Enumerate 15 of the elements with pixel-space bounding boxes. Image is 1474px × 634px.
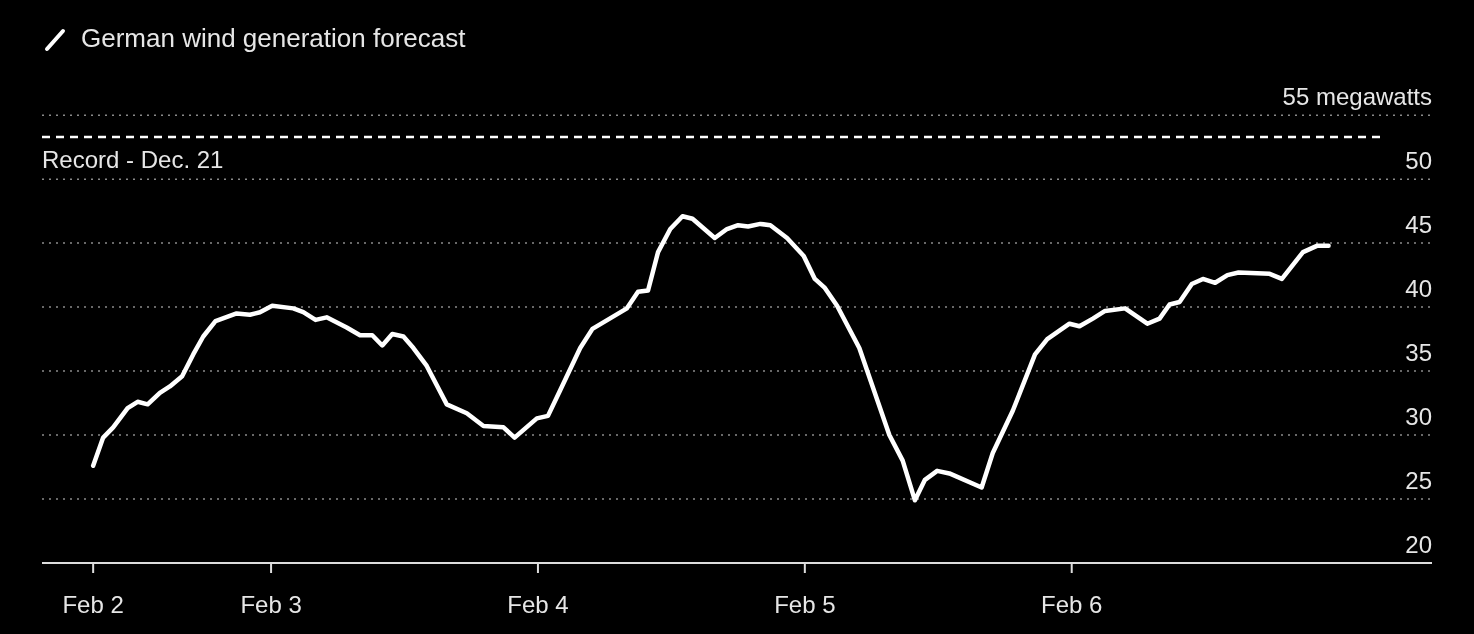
x-tick-label: Feb 2 (62, 591, 124, 618)
y-tick-label: 45 (1405, 211, 1432, 239)
y-tick-label: 25 (1405, 467, 1432, 495)
ref-line-label: Record - Dec. 21 (42, 145, 224, 173)
y-tick-label: 50 (1405, 147, 1432, 175)
x-tick-label: Feb 5 (774, 591, 836, 618)
text: German wind generation forecast (81, 23, 467, 53)
y-tick-label: 30 (1405, 403, 1432, 431)
y-tick-label: 35 (1405, 339, 1432, 367)
x-tick-label: Feb 4 (507, 591, 569, 618)
y-tick-label: 20 (1405, 531, 1432, 558)
y-tick-label: 55 megawatts (1282, 83, 1432, 111)
y-tick-label: 40 (1405, 275, 1432, 303)
x-tick-label: Feb 3 (240, 591, 302, 618)
x-tick-label: Feb 6 (1041, 591, 1103, 618)
